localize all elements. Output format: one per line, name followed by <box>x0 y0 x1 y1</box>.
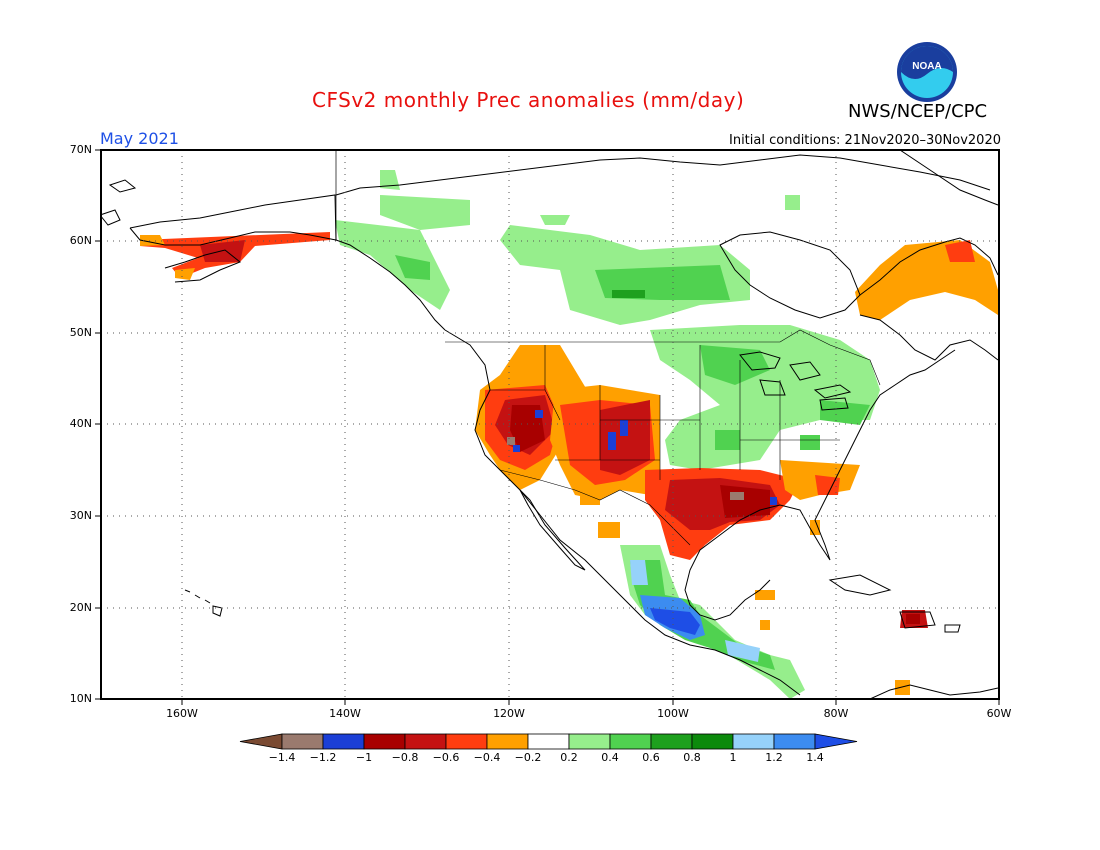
lat-label: 10N <box>69 692 92 705</box>
colorbar-cell <box>322 733 365 750</box>
colorbar-cell <box>609 733 652 750</box>
lat-label: 30N <box>69 509 92 522</box>
lon-label: 160W <box>166 707 198 720</box>
anomaly-region <box>620 420 628 436</box>
anomaly-region <box>650 608 700 635</box>
lon-label: 140W <box>329 707 361 720</box>
lat-label: 20N <box>69 601 92 614</box>
colorbar-tick-label: 0.8 <box>683 751 701 764</box>
chart-title: CFSv2 monthly Prec anomalies (mm/day) <box>312 88 745 112</box>
initial-conditions: Initial conditions: 21Nov2020–30Nov2020 <box>729 133 1001 148</box>
anomaly-region <box>535 410 543 418</box>
lat-label: 40N <box>69 417 92 430</box>
colorbar-tick-label: 1.2 <box>765 751 783 764</box>
colorbar-tick-label: 1 <box>729 751 737 764</box>
colorbar-tick-label: 1.4 <box>806 751 824 764</box>
lon-label: 120W <box>493 707 525 720</box>
colorbar-cell <box>486 733 529 750</box>
forecast-month: May 2021 <box>100 129 179 148</box>
anomaly-region <box>815 475 840 495</box>
anomaly-region <box>395 255 430 280</box>
colorbar-cell <box>527 733 570 750</box>
colorbar-cell <box>239 733 283 750</box>
colorbar-cell <box>404 733 447 750</box>
coastlines <box>101 150 999 699</box>
axis-ticks <box>95 149 1000 705</box>
colorbar-tick-label: −0.4 <box>473 751 501 764</box>
colorbar-cell <box>363 733 406 750</box>
noaa-logo: NOAA <box>897 42 957 102</box>
anomaly-region <box>600 400 650 475</box>
colorbar-tick-label: −0.8 <box>391 751 419 764</box>
anomaly-region <box>906 614 920 624</box>
anomaly-region <box>700 345 870 450</box>
colorbar-tick-label: 0.2 <box>560 751 578 764</box>
colorbar-tick-label: −1 <box>355 751 373 764</box>
anomaly-region <box>770 497 777 505</box>
anomaly-region <box>580 490 620 538</box>
colorbar-tick-label: −1.4 <box>268 751 296 764</box>
anomaly-region <box>730 492 744 500</box>
lat-label: 60N <box>69 234 92 247</box>
anomaly-region <box>380 170 470 230</box>
anomaly-region <box>630 560 760 662</box>
lon-label: 80W <box>823 707 849 720</box>
colorbar-cell <box>732 733 775 750</box>
colorbar-tick-label: 0.6 <box>642 751 660 764</box>
political-borders <box>445 329 881 546</box>
lon-label: 60W <box>986 707 1012 720</box>
colorbar-cell <box>445 733 488 750</box>
anomaly-region <box>608 432 616 450</box>
agency-label: NWS/NCEP/CPC <box>848 101 988 122</box>
logo-text: NOAA <box>912 61 941 72</box>
anomaly-fields <box>140 170 998 699</box>
anomaly-region <box>530 195 800 250</box>
anomaly-region <box>612 290 645 298</box>
lat-label: 70N <box>69 143 92 156</box>
anomaly-region <box>335 220 450 310</box>
anomaly-region <box>140 235 195 280</box>
anomaly-region <box>945 240 975 262</box>
colorbar-cell <box>814 733 858 750</box>
colorbar-tick-label: 0.4 <box>601 751 619 764</box>
colorbar-cell <box>281 733 324 750</box>
colorbar-tick-label: −0.6 <box>432 751 460 764</box>
colorbar-tick-label: −1.2 <box>309 751 337 764</box>
colorbar-cell <box>568 733 611 750</box>
colorbar-cell <box>650 733 693 750</box>
anomaly-region <box>507 437 515 445</box>
anomaly-region <box>513 445 520 452</box>
lat-label: 50N <box>69 326 92 339</box>
colorbar-cell <box>773 733 816 750</box>
colorbar-cell <box>691 733 734 750</box>
lon-label: 100W <box>657 707 689 720</box>
colorbar-tick-label: −0.2 <box>514 751 542 764</box>
